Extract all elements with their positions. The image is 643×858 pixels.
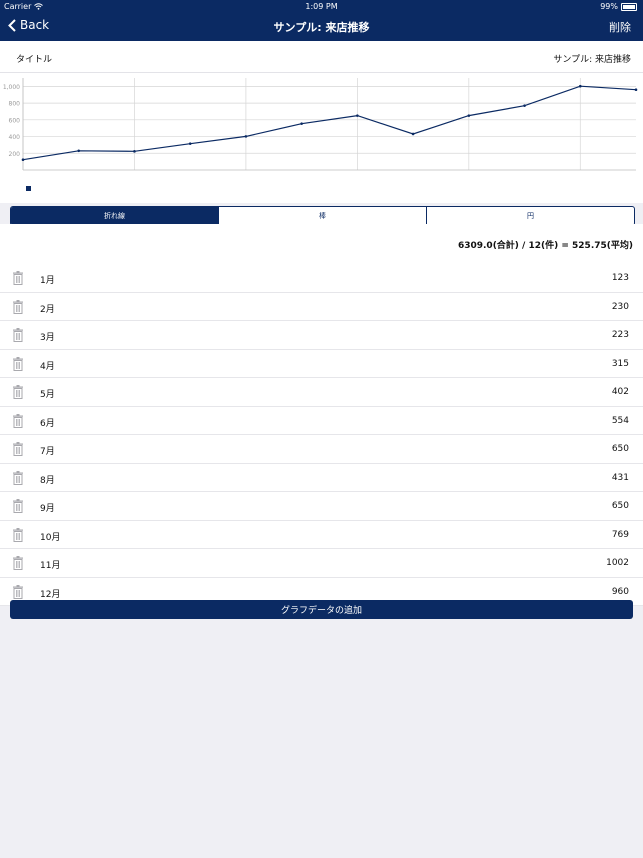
wifi-icon bbox=[34, 3, 44, 10]
battery-icon bbox=[621, 2, 637, 11]
trash-icon[interactable] bbox=[12, 584, 24, 599]
add-data-button[interactable]: グラフデータの追加 bbox=[10, 600, 633, 619]
data-point bbox=[77, 149, 81, 153]
trash-icon[interactable] bbox=[12, 470, 24, 485]
list-item[interactable]: 2月 230 bbox=[0, 293, 643, 321]
status-left: Carrier bbox=[4, 2, 44, 11]
list-item[interactable]: 4月 315 bbox=[0, 350, 643, 378]
data-point bbox=[356, 114, 359, 117]
trash-icon[interactable] bbox=[12, 527, 24, 542]
legend-swatch bbox=[26, 186, 31, 191]
carrier-label: Carrier bbox=[4, 2, 32, 11]
status-bar: Carrier 1:09 PM 99% bbox=[0, 0, 643, 12]
battery-percent: 99% bbox=[600, 2, 618, 11]
y-tick-label: 600 bbox=[9, 117, 21, 124]
row-month: 9月 bbox=[40, 504, 55, 514]
row-month: 3月 bbox=[40, 333, 55, 343]
row-value: 769 bbox=[611, 529, 629, 540]
row-month: 2月 bbox=[40, 304, 55, 315]
list-item[interactable]: 5月 402 bbox=[0, 378, 643, 407]
list-item[interactable]: 10月 769 bbox=[0, 521, 643, 549]
y-tick-label: 1,000 bbox=[3, 84, 20, 91]
page-title: サンプル: 来店推移 bbox=[273, 21, 370, 34]
list-item[interactable]: 8月 431 bbox=[0, 464, 643, 492]
row-month: 8月 bbox=[40, 475, 55, 486]
trash-icon[interactable] bbox=[12, 328, 24, 342]
line-chart: 200 400 600 800 1,000 bbox=[3, 78, 638, 171]
row-month: 7月 bbox=[40, 447, 55, 457]
data-point bbox=[634, 88, 638, 92]
data-point bbox=[188, 142, 192, 145]
row-value: 650 bbox=[611, 501, 629, 511]
trash-icon[interactable] bbox=[12, 385, 24, 399]
row-month: 1月 bbox=[40, 276, 55, 286]
segment-line[interactable]: 折れ線 bbox=[11, 207, 219, 225]
row-value: 1002 bbox=[606, 558, 629, 568]
back-button[interactable]: Back bbox=[8, 18, 49, 32]
data-point bbox=[21, 158, 25, 162]
list-item[interactable]: 11月 1002 bbox=[0, 549, 643, 578]
y-tick-label: 800 bbox=[9, 101, 21, 108]
row-month: 4月 bbox=[40, 361, 55, 372]
title-label: タイトル bbox=[16, 55, 53, 65]
trash-icon[interactable] bbox=[12, 413, 24, 428]
summary-text: 6309.0(合計) / 12(件) = 525.75(平均) bbox=[457, 241, 633, 251]
row-value: 554 bbox=[611, 415, 629, 426]
row-value: 402 bbox=[611, 387, 629, 397]
data-point bbox=[467, 114, 471, 117]
row-month: 6月 bbox=[40, 418, 55, 429]
row-value: 123 bbox=[611, 273, 629, 283]
segment-pie[interactable]: 円 bbox=[527, 212, 534, 220]
navigation-bar: Back サンプル: 来店推移 削除 bbox=[0, 12, 643, 41]
row-value: 650 bbox=[611, 444, 629, 454]
series-line bbox=[22, 85, 637, 161]
list-item[interactable]: 3月 223 bbox=[0, 321, 643, 350]
row-month: 12月 bbox=[40, 589, 61, 600]
y-tick-label: 400 bbox=[9, 134, 21, 141]
data-point bbox=[411, 132, 415, 136]
trash-icon[interactable] bbox=[12, 499, 24, 513]
row-value: 223 bbox=[611, 330, 629, 340]
delete-button[interactable]: 削除 bbox=[609, 21, 631, 34]
row-month: 5月 bbox=[40, 390, 55, 400]
chart-area: 200 400 600 800 1,000 bbox=[0, 73, 643, 203]
trash-icon[interactable] bbox=[12, 442, 24, 456]
row-value: 230 bbox=[611, 301, 629, 312]
data-point bbox=[133, 150, 136, 153]
list-item[interactable]: 6月 554 bbox=[0, 407, 643, 435]
trash-icon[interactable] bbox=[12, 299, 24, 314]
data-point bbox=[300, 122, 303, 125]
title-value: サンプル: 来店推移 bbox=[553, 55, 631, 65]
data-point bbox=[578, 84, 582, 88]
data-point bbox=[523, 104, 526, 107]
row-value: 315 bbox=[611, 358, 629, 369]
chart-type-segmented-control: 折れ線 棒 円 bbox=[10, 206, 635, 226]
data-list: 1月 123 2月 230 3月 223 4月 315 5月 402 6月 554 7月 650 8月 431… bbox=[0, 264, 643, 606]
status-time: 1:09 PM bbox=[305, 2, 338, 11]
trash-icon[interactable] bbox=[12, 356, 24, 371]
segment-bar[interactable]: 棒 bbox=[219, 207, 427, 225]
y-tick-label: 200 bbox=[9, 151, 21, 158]
back-label: Back bbox=[20, 18, 50, 32]
title-row[interactable]: タイトル サンプル: 来店推移 bbox=[0, 41, 643, 73]
list-item[interactable]: 7月 650 bbox=[0, 435, 643, 464]
trash-icon[interactable] bbox=[12, 556, 24, 570]
row-value: 431 bbox=[611, 472, 629, 483]
data-point bbox=[244, 135, 248, 138]
chevron-left-icon bbox=[8, 18, 16, 32]
status-right: 99% bbox=[600, 2, 637, 11]
list-item[interactable]: 9月 650 bbox=[0, 492, 643, 521]
trash-icon[interactable] bbox=[12, 271, 24, 285]
row-month: 11月 bbox=[40, 561, 61, 571]
row-month: 10月 bbox=[40, 532, 61, 543]
list-item[interactable]: 1月 123 bbox=[0, 264, 643, 293]
row-value: 960 bbox=[611, 586, 629, 597]
